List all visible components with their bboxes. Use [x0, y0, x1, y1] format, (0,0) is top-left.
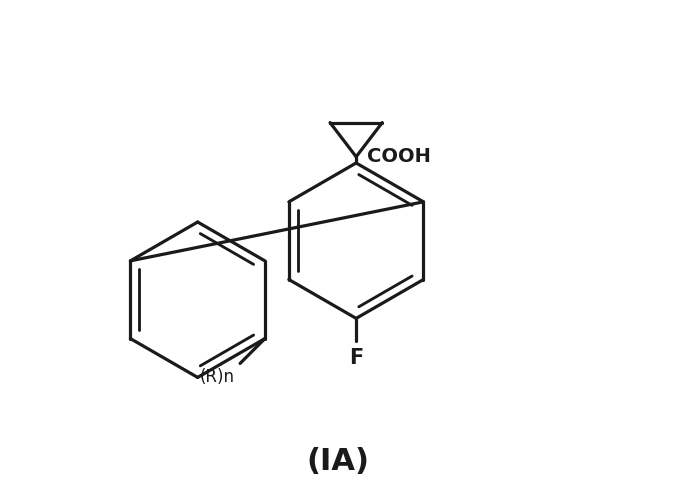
Text: COOH: COOH: [367, 148, 431, 167]
Text: (IA): (IA): [306, 447, 369, 476]
Text: F: F: [349, 348, 363, 368]
Text: (R)n: (R)n: [200, 368, 235, 386]
